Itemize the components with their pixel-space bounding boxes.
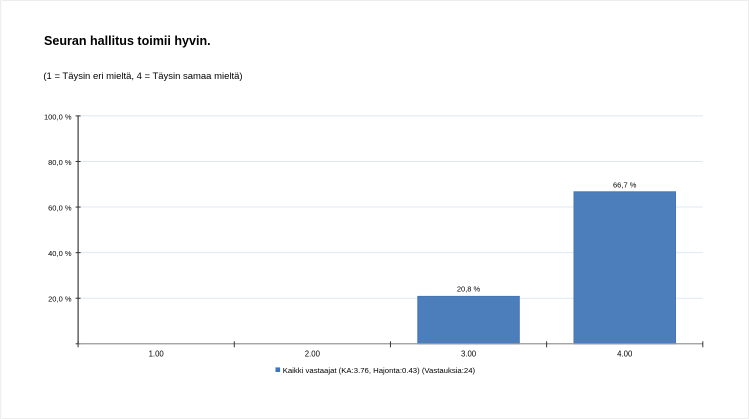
svg-text:66,7 %: 66,7 %	[613, 180, 637, 189]
svg-text:20,8 %: 20,8 %	[457, 285, 481, 294]
svg-text:60,0 %: 60,0 %	[48, 203, 72, 212]
svg-text:4.00: 4.00	[617, 350, 633, 359]
svg-text:1.00: 1.00	[149, 350, 165, 359]
svg-text:Seuran hallitus toimii hyvin.: Seuran hallitus toimii hyvin.	[44, 34, 211, 48]
svg-text:3.00: 3.00	[461, 350, 477, 359]
svg-text:40,0 %: 40,0 %	[48, 249, 72, 258]
svg-text:(1 = Täysin eri mieltä, 4 = Tä: (1 = Täysin eri mieltä, 4 = Täysin samaa…	[43, 71, 242, 82]
svg-text:2.00: 2.00	[305, 350, 321, 359]
svg-text:20,0 %: 20,0 %	[48, 295, 72, 304]
svg-text:80,0 %: 80,0 %	[48, 158, 72, 167]
svg-text:100,0 %: 100,0 %	[44, 112, 72, 121]
svg-text:Kaikki vastaajat (KA:3.76, Haj: Kaikki vastaajat (KA:3.76, Hajonta:0.43)…	[283, 366, 476, 375]
